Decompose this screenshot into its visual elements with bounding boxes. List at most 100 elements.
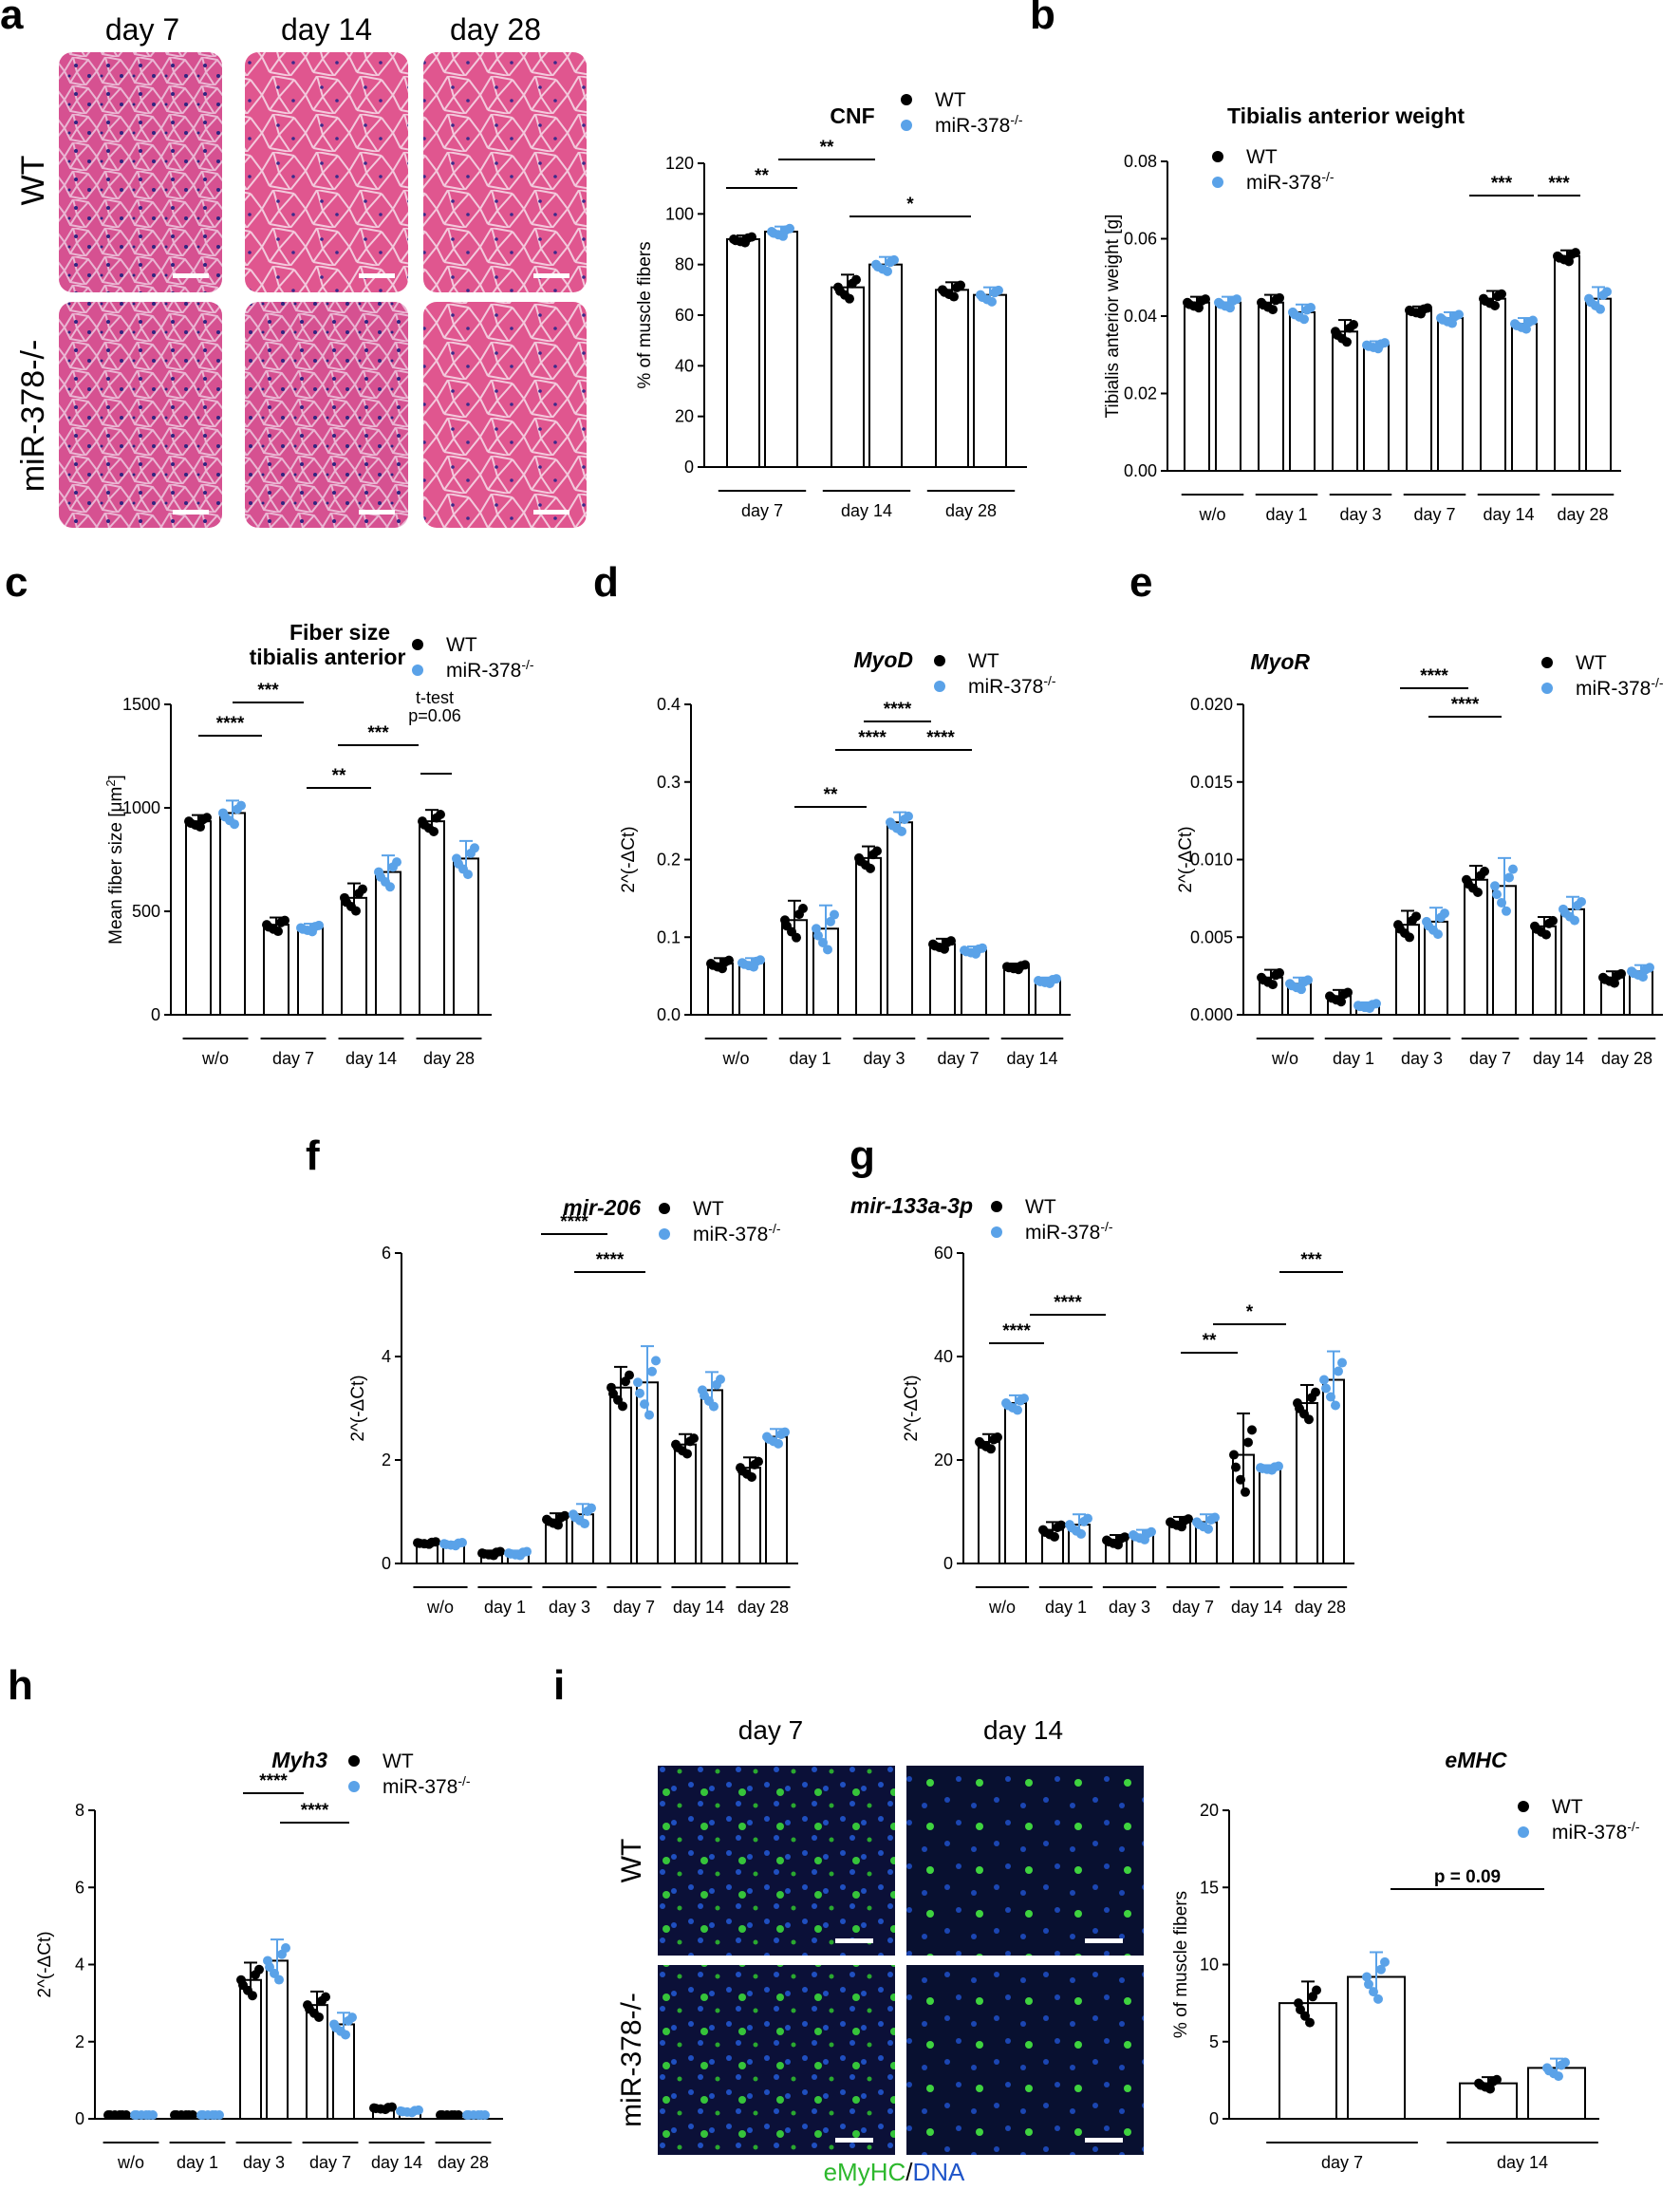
legend-ko-label: miR-378-/- (935, 112, 1023, 137)
panel-label-g: g (849, 1132, 875, 1179)
data-point-wt (975, 1436, 984, 1447)
data-point-wt (1480, 866, 1489, 876)
data-point-ko (1337, 1357, 1347, 1368)
bar-ko (453, 857, 479, 1016)
data-point-ko (1147, 1526, 1156, 1537)
y-tick-label: 60 (934, 1244, 953, 1263)
col-header-day14: day 14 (983, 1715, 1063, 1745)
legend-wt-label: WT (1025, 1196, 1056, 1218)
data-point-wt (1479, 293, 1488, 304)
y-axis-label-text: Tibialis anterior weight [g] (1103, 215, 1123, 419)
data-point-ko (1596, 304, 1605, 314)
y-axis-label-text: 2^(-ΔCt) (348, 1375, 368, 1441)
y-tick-label: 60 (675, 306, 694, 325)
data-point-ko (1232, 294, 1241, 305)
significance-label: **** (1002, 1321, 1031, 1341)
group-label: day 1 (177, 2153, 218, 2172)
data-point-ko (1045, 978, 1055, 988)
data-point-ko (889, 254, 899, 265)
data-point-ko (976, 290, 985, 300)
legend-wt-label: WT (968, 650, 999, 672)
data-point-ko (1210, 1512, 1220, 1523)
bar-wt (419, 820, 445, 1016)
data-point-wt (1102, 1535, 1111, 1545)
data-point-wt (1038, 1525, 1048, 1535)
chart-myh3: 0 2 4 6 8 2^(-ΔCt) w/o day 1 day 3 day 7 day 14 day… (35, 1748, 503, 2172)
data-point-ko (263, 1956, 272, 1966)
data-point-wt (1177, 1522, 1186, 1532)
y-axis-label: % of muscle fibers (1171, 1891, 1191, 2038)
chart-title: CNF (830, 103, 874, 128)
data-point-ko (474, 2110, 483, 2120)
legend-ko-label: miR-378-/- (446, 657, 534, 682)
legend-ko-label: miR-378-/- (968, 673, 1056, 698)
data-point-ko (1422, 916, 1431, 927)
group-label: day 28 (737, 1598, 789, 1617)
legend-wt-label: WT (1246, 146, 1278, 168)
legend-ko-text: miR-378 (1552, 1822, 1627, 1844)
chart-ta: 0.00 0.02 0.04 0.06 0.08 Tibialis anterior we… (1103, 103, 1621, 524)
significance-label: ** (820, 138, 834, 158)
group-label: w/o (426, 1598, 454, 1617)
data-point-ko (1380, 1956, 1390, 1967)
bar-wt (185, 820, 212, 1016)
legend-ko-text: miR-378 (1246, 172, 1321, 194)
data-point-ko (1454, 309, 1464, 320)
bar-wt (855, 856, 882, 1016)
data-point-wt (436, 809, 445, 819)
data-point-wt (1485, 2084, 1495, 2094)
bar-wt (1296, 1402, 1318, 1565)
data-point-ko (439, 1539, 449, 1549)
y-axis-label-text: Mean fiber size [μm (106, 787, 126, 945)
panel-i-images: day 7 day 14 WT miR-378-/- eMyHC/DNA (616, 1715, 1144, 2186)
y-axis-label: Mean fiber size [μm2] (103, 775, 126, 945)
data-point-ko (1645, 963, 1654, 973)
group-label: day 28 (1557, 505, 1608, 524)
data-point-wt (254, 1964, 264, 1975)
data-point-wt (1474, 2078, 1484, 2088)
data-point-wt (854, 852, 864, 863)
data-point-ko (296, 923, 306, 933)
data-point-ko (1584, 293, 1594, 304)
data-point-wt (671, 1439, 681, 1450)
data-point-ko (826, 916, 835, 927)
data-point-wt (1275, 967, 1284, 978)
significance-label: **** (596, 1250, 625, 1270)
group-label: day 7 (1413, 505, 1455, 524)
chart-myor: 0.000 0.005 0.010 0.015 0.020 2^(-ΔCt) w/o day … (1176, 649, 1664, 1068)
if-image-wt-day7 (658, 1766, 895, 1956)
bar-wt (1332, 330, 1358, 472)
data-point-ko (1447, 318, 1457, 328)
y-axis-label: 2^(-ΔCt) (1176, 826, 1196, 892)
data-point-ko (1192, 1517, 1202, 1527)
data-point-ko (1306, 303, 1316, 313)
data-point-ko (960, 945, 969, 956)
bar-ko (1437, 317, 1464, 472)
bar-wt (929, 943, 956, 1016)
legend-ko-sup: -/- (1627, 1819, 1640, 1834)
data-point-ko (749, 962, 758, 972)
data-point-wt (1541, 929, 1551, 940)
data-point-wt (381, 2105, 390, 2115)
data-point-wt (1331, 327, 1340, 337)
data-point-wt (1257, 972, 1266, 983)
data-point-wt (1325, 991, 1335, 1001)
data-point-ko (635, 1388, 644, 1398)
data-point-ko (994, 285, 1003, 295)
legend-ko-text: miR-378 (446, 660, 521, 682)
group-label: w/o (721, 1049, 749, 1068)
data-point-ko (1570, 915, 1579, 926)
data-point-ko (644, 1410, 654, 1420)
scale-bar (173, 510, 209, 515)
data-point-ko (778, 231, 788, 241)
data-point-wt (121, 2110, 131, 2120)
significance-label: *** (1491, 174, 1513, 194)
row-header-wt: WT (15, 156, 51, 206)
legend-ko-label: miR-378-/- (693, 1221, 781, 1245)
panel-label-a: a (0, 0, 24, 38)
panel-label-i: i (553, 1662, 565, 1709)
row-header-wt: WT (616, 1839, 647, 1883)
y-tick-label: 6 (382, 1244, 391, 1263)
data-point-ko (329, 2019, 339, 2030)
data-point-wt (424, 1539, 434, 1549)
